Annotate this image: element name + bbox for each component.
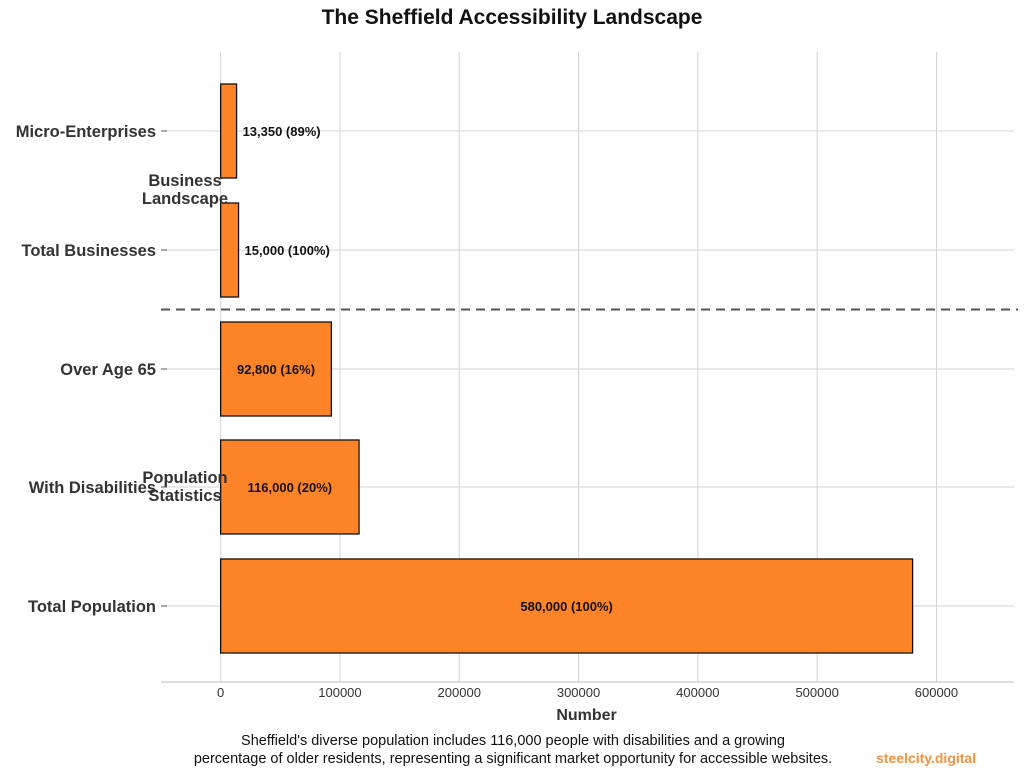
bar-total-businesses: [220, 202, 240, 298]
caption-line-1: Sheffield's diverse population includes …: [241, 733, 785, 749]
x-axis-label: Number: [556, 707, 616, 724]
x-tick-label: 500000: [795, 685, 838, 700]
x-tick-label: 100000: [318, 685, 361, 700]
category-label: Micro-Enterprises: [16, 123, 156, 141]
x-tick-label: 300000: [557, 685, 600, 700]
group-label: Business: [148, 172, 221, 190]
bar-micro-enterprises: [220, 83, 238, 179]
category-label: With Disabilities: [29, 479, 156, 497]
data-label: 116,000 (20%): [248, 480, 333, 495]
bar-over-age-65: [220, 321, 333, 417]
caption-line-2: percentage of older residents, represent…: [193, 751, 833, 767]
group-label: Statistics: [148, 487, 221, 505]
bar-chart: 0 100000 200000 300000 400000 500000 600000 Num…: [16, 52, 1018, 724]
data-label: 92,800 (16%): [237, 362, 315, 377]
bar-total-population: [220, 558, 914, 654]
group-label: Landscape: [142, 190, 228, 208]
group-label: Population: [142, 469, 227, 487]
category-label: Total Population: [28, 598, 156, 616]
data-label: 15,000 (100%): [245, 243, 330, 258]
x-tick-label: 200000: [438, 685, 481, 700]
x-tick-label: 0: [217, 685, 224, 700]
chart-caption: Sheffield's diverse population includes …: [150, 732, 876, 768]
category-label: Over Age 65: [60, 361, 156, 379]
chart-title: The Sheffield Accessibility Landscape: [321, 6, 703, 29]
category-label: Total Businesses: [22, 242, 157, 260]
x-tick-label: 400000: [676, 685, 719, 700]
brand-label: steelcity.digital: [876, 750, 977, 766]
x-tick-label: 600000: [915, 685, 958, 700]
data-label: 580,000 (100%): [520, 599, 613, 614]
data-label: 13,350 (89%): [243, 124, 321, 139]
bar-with-disabilities: [220, 439, 360, 535]
